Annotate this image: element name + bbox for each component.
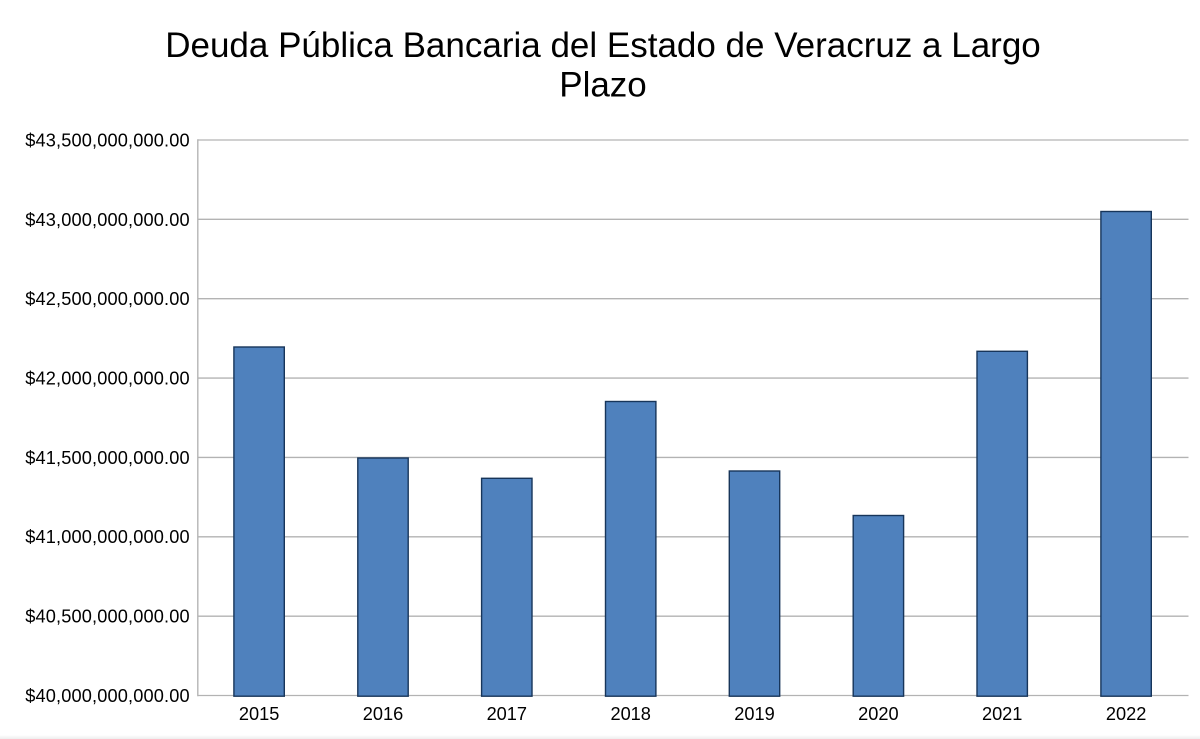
svg-text:2019: 2019	[734, 704, 774, 724]
svg-text:$40,500,000,000.00: $40,500,000,000.00	[25, 607, 190, 627]
svg-text:$43,000,000,000.00: $43,000,000,000.00	[25, 210, 190, 230]
svg-text:$43,500,000,000.00: $43,500,000,000.00	[25, 130, 190, 150]
svg-text:Deuda Pública Bancaria del Est: Deuda Pública Bancaria del Estado de Ver…	[165, 26, 1041, 65]
svg-text:2016: 2016	[363, 704, 403, 724]
svg-text:$41,000,000,000.00: $41,000,000,000.00	[25, 527, 190, 547]
svg-text:$41,500,000,000.00: $41,500,000,000.00	[25, 448, 190, 468]
svg-text:Plazo: Plazo	[559, 66, 647, 105]
svg-text:$42,500,000,000.00: $42,500,000,000.00	[25, 289, 190, 309]
svg-text:2021: 2021	[982, 704, 1022, 724]
svg-text:2018: 2018	[610, 704, 650, 724]
svg-text:2017: 2017	[487, 704, 527, 724]
svg-text:2022: 2022	[1106, 704, 1146, 724]
svg-text:2015: 2015	[239, 704, 279, 724]
svg-text:2020: 2020	[858, 704, 898, 724]
svg-text:$40,000,000,000.00: $40,000,000,000.00	[25, 686, 190, 706]
svg-text:$42,000,000,000.00: $42,000,000,000.00	[25, 369, 190, 389]
